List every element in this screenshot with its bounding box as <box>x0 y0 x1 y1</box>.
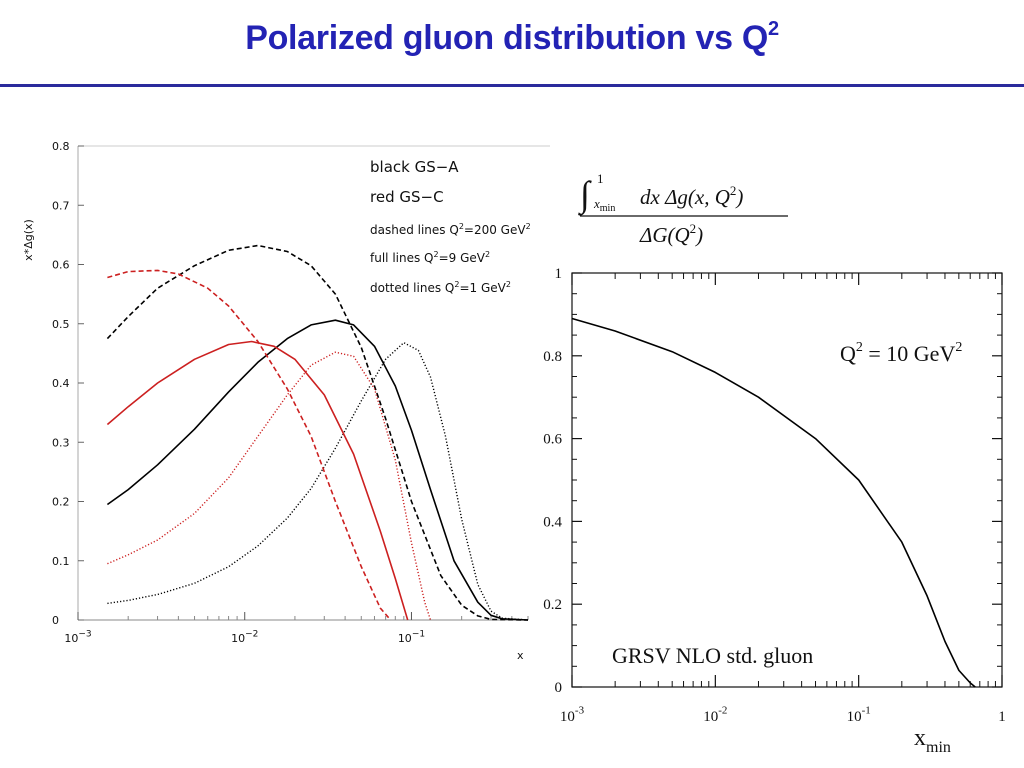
right-chart-annotation: Q2 = 10 GeV2 <box>840 340 962 366</box>
right-chart-x-tick-label: 10-3 <box>560 704 585 725</box>
slide-title-superscript: 2 <box>767 18 779 40</box>
integral-formula: ∫ 1 xmin dx Δg(x, Q2) ΔG(Q2) <box>578 171 788 247</box>
left-chart-y-tick-label: 0.2 <box>52 496 70 509</box>
left-chart-legend: black GS−A red GS−C dashed lines Q2=200 Ge… <box>370 158 531 295</box>
left-chart-y-tick-label: 0.6 <box>52 259 70 272</box>
left-chart-legend-entry: black GS−A <box>370 158 459 176</box>
right-chart-y-tick-label: 0.2 <box>543 597 562 613</box>
right-chart-series-1-solid-line <box>571 317 976 688</box>
integral-denominator: ΔG(Q2) <box>639 221 703 247</box>
right-chart-y-tick-label: 0.6 <box>543 432 562 448</box>
left-chart-legend-entry: dashed lines Q2=200 GeV2 <box>370 222 531 237</box>
left-chart-legend-entry: full lines Q2=9 GeV2 <box>370 250 490 265</box>
left-chart-legend-entry: red GS−C <box>370 188 444 206</box>
left-chart-y-tick-label: 0.4 <box>52 377 70 390</box>
right-chart-ticks: 0 0.2 0.4 0.6 0.8 1 10-3 10-2 10-1 1 <box>543 266 1006 725</box>
left-chart-x-tick-label: 10−3 <box>64 630 91 645</box>
integral-numerator: dx Δg(x, Q2) <box>640 183 743 209</box>
left-chart-y-tick-label: 0.5 <box>52 318 70 331</box>
right-chart-xlabel: xmin <box>914 725 951 756</box>
left-chart-series-6-dotted-line <box>107 351 432 621</box>
left-chart-x-tick-label: 10−1 <box>398 630 425 645</box>
right-chart-x-tick-label: 10-2 <box>703 704 727 725</box>
left-chart-series-1-dashed-line <box>106 244 529 621</box>
right-chart-x-tick-label: 1 <box>998 709 1006 725</box>
slide-title-text: Polarized gluon distribution vs Q <box>245 19 768 57</box>
left-chart-y-tick-label: 0.8 <box>52 140 70 153</box>
left-chart-x-tick-label: 10−2 <box>231 630 258 645</box>
right-chart-background <box>530 255 1010 765</box>
left-chart: 0 0.1 0.2 0.3 0.4 0.5 0.6 0.7 0.8 10−3 10−2 10−1 bl… <box>22 140 550 662</box>
left-chart-series <box>106 244 529 621</box>
integral-sign: ∫ <box>578 174 592 216</box>
left-chart-series-3-dotted-line <box>107 341 529 621</box>
left-chart-y-tick-label: 0 <box>52 614 59 627</box>
slide-title: Polarized gluon distribution vs Q2 <box>0 18 1024 58</box>
right-chart-series <box>571 317 976 688</box>
right-chart-y-tick-label: 1 <box>555 266 563 282</box>
integral-lower-limit: xmin <box>593 196 615 214</box>
right-chart-y-tick-label: 0.4 <box>543 514 562 530</box>
right-chart: 0 0.2 0.4 0.6 0.8 1 10-3 10-2 10-1 1 Q2 = 10 GeV2… <box>530 255 1010 765</box>
left-chart-series-4-dashed-line <box>107 269 392 621</box>
left-chart-series-5-solid-line <box>106 340 409 621</box>
left-chart-series-2-solid-line <box>106 319 529 621</box>
left-chart-ticks: 0 0.1 0.2 0.3 0.4 0.5 0.6 0.7 0.8 10−3 10−2 10−1 <box>52 140 529 645</box>
title-divider <box>0 84 1024 87</box>
left-chart-legend-entry: dotted lines Q2=1 GeV2 <box>370 280 511 295</box>
left-chart-y-tick-label: 0.7 <box>52 199 70 212</box>
integral-upper-limit: 1 <box>597 171 604 186</box>
left-chart-y-tick-label: 0.3 <box>52 436 70 449</box>
left-chart-ylabel: x*Δg(x) <box>22 219 35 261</box>
right-chart-caption: GRSV NLO std. gluon <box>612 643 813 668</box>
right-chart-y-tick-label: 0.8 <box>543 349 562 365</box>
right-chart-y-tick-label: 0 <box>555 680 563 696</box>
left-chart-xlabel: x <box>517 649 524 662</box>
right-chart-x-tick-label: 10-1 <box>847 704 871 725</box>
left-chart-y-tick-label: 0.1 <box>52 555 70 568</box>
